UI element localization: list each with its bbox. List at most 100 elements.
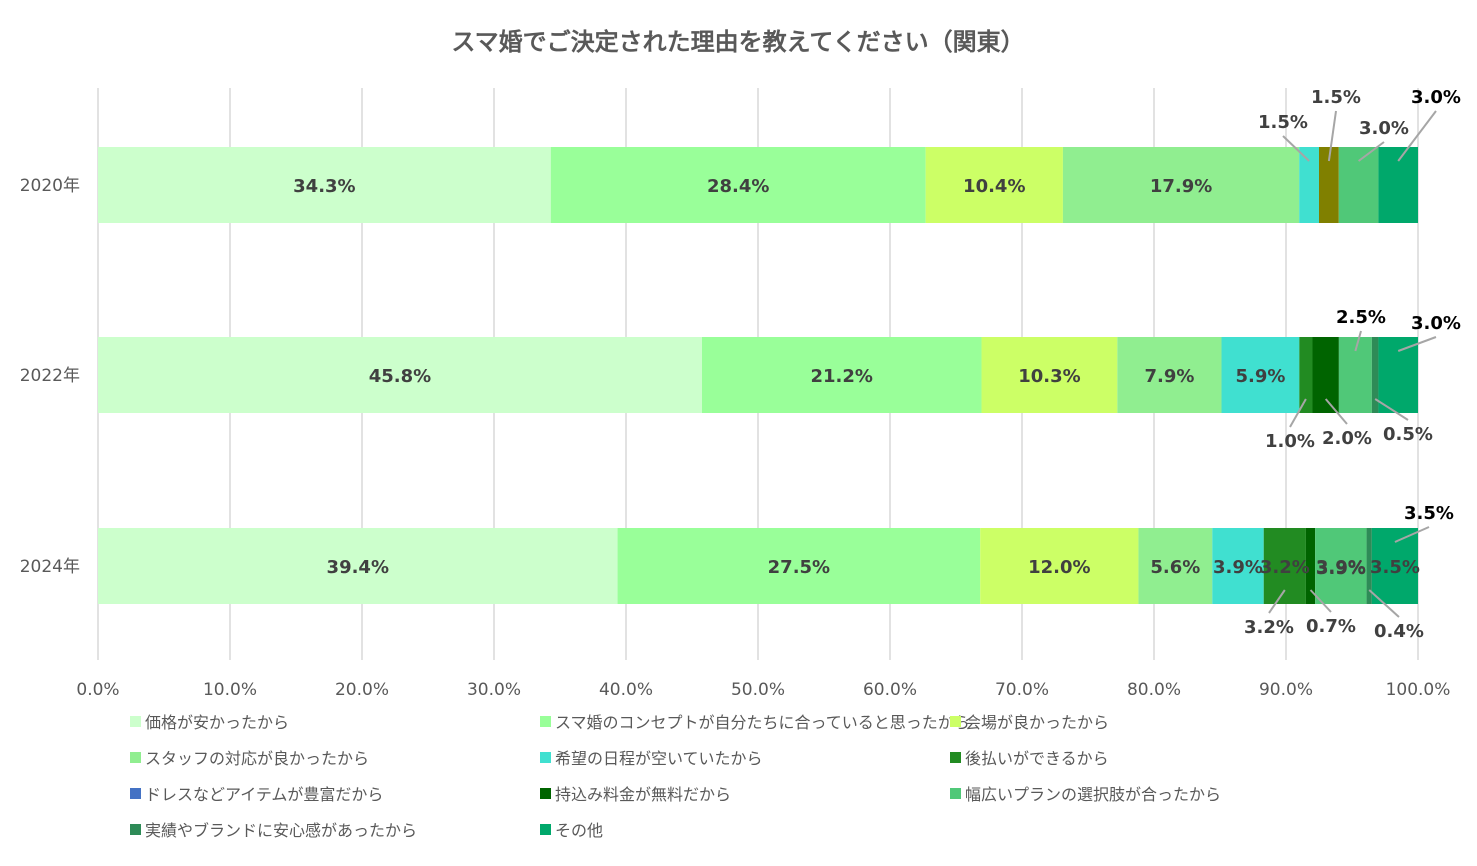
data-label: 3.9%: [1316, 557, 1366, 578]
leader-line: [1374, 398, 1409, 421]
data-label: 1.0%: [1265, 431, 1315, 452]
legend-label: 後払いができるから: [965, 749, 1109, 768]
legend-label: スマ婚のコンセプトが自分たちに合っていると思ったから: [555, 713, 970, 732]
data-label: 34.3%: [293, 176, 355, 197]
leader-line: [1309, 589, 1332, 613]
legend-swatch: [540, 788, 551, 799]
data-label: 2.5%: [1336, 307, 1386, 328]
legend-item: 価格が安かったから: [130, 713, 289, 732]
legend-swatch: [950, 788, 961, 799]
legend-item: 後払いができるから: [950, 749, 1109, 768]
bar-segment: [1305, 528, 1316, 604]
legend-label: 持込み料金が無料だから: [555, 785, 731, 804]
bar-segment: [1312, 337, 1339, 413]
bar-segment: [98, 147, 551, 223]
data-label: 3.9%: [1213, 557, 1263, 578]
x-tick-label: 80.0%: [1127, 680, 1181, 700]
data-labels: 34.3% 28.4% 10.4% 17.9% 45.8% 21.2% 10.3% 7.9% 5…: [293, 87, 1461, 642]
data-label: 0.4%: [1374, 621, 1424, 642]
data-label: 7.9%: [1144, 366, 1194, 387]
legend-item: ドレスなどアイテムが豊富だから: [130, 785, 383, 804]
legend: 価格が安かったから スマ婚のコンセプトが自分たちに合っていると思ったから会場が良か…: [130, 713, 1221, 840]
x-tick-label: 30.0%: [467, 680, 521, 700]
legend-swatch: [130, 716, 141, 727]
bar-segment: [550, 147, 926, 223]
data-label: 39.4%: [327, 557, 389, 578]
bar-segment: [98, 337, 702, 413]
legend-swatch: [540, 824, 551, 835]
data-label: 0.5%: [1383, 424, 1433, 445]
legend-label: 実績やブランドに安心感があったから: [145, 821, 417, 840]
data-label: 3.0%: [1359, 118, 1409, 139]
legend-item: 持込み料金が無料だから: [540, 785, 731, 804]
legend-label: 価格が安かったから: [145, 713, 289, 732]
data-label: 3.5%: [1370, 557, 1420, 578]
leader-line: [1394, 526, 1430, 543]
bar-segment: [98, 528, 618, 604]
data-label: 0.7%: [1306, 616, 1356, 637]
leader-line: [1368, 589, 1400, 618]
y-tick-label: 2024年: [20, 557, 80, 577]
legend-label: スタッフの対応が良かったから: [145, 749, 369, 768]
x-tick-label: 100.0%: [1386, 680, 1451, 700]
bar-segment: [617, 528, 981, 604]
data-label: 5.9%: [1235, 366, 1285, 387]
bar-segment: [1138, 528, 1213, 604]
bar-segment: [1212, 528, 1264, 604]
data-label: 5.6%: [1150, 557, 1200, 578]
bar-segment: [1117, 337, 1222, 413]
legend-swatch: [130, 752, 141, 763]
data-label: 3.0%: [1411, 313, 1461, 334]
x-tick-label: 20.0%: [335, 680, 389, 700]
legend-item: その他: [540, 821, 603, 840]
data-label: 3.5%: [1404, 503, 1454, 524]
chart-title: スマ婚でご決定された理由を教えてください（関東）: [451, 28, 1024, 56]
leader-line: [1289, 398, 1307, 428]
x-tick-label: 60.0%: [863, 680, 917, 700]
bar-segment: [1221, 337, 1300, 413]
leader-line: [1397, 110, 1437, 162]
leader-line: [1358, 141, 1385, 162]
data-label: 3.2%: [1260, 557, 1310, 578]
legend-item: スタッフの対応が良かったから: [130, 749, 369, 768]
legend-swatch: [540, 716, 551, 727]
data-label: 45.8%: [369, 366, 431, 387]
leader-line: [1268, 589, 1286, 614]
leader-lines: [1268, 110, 1437, 618]
y-tick-label: 2022年: [20, 366, 80, 386]
leader-line: [1282, 135, 1310, 162]
legend-label: 幅広いプランの選択肢が合ったから: [965, 785, 1221, 804]
legend-item: スマ婚のコンセプトが自分たちに合っていると思ったから: [540, 713, 970, 732]
data-label: 27.5%: [768, 557, 830, 578]
bars: [98, 147, 1418, 604]
data-label: 3.9%: [1316, 558, 1366, 579]
x-axis-ticks: 0.0% 10.0% 20.0% 30.0% 40.0% 50.0% 60.0% 70.0% 8…: [76, 680, 1450, 700]
legend-swatch: [540, 752, 551, 763]
legend-swatch: [130, 824, 141, 835]
leader-line: [1397, 336, 1437, 352]
bar-segment: [701, 337, 982, 413]
legend-label: 会場が良かったから: [965, 713, 1109, 732]
data-label: 10.4%: [963, 176, 1025, 197]
bar-segment: [1338, 147, 1379, 223]
legend-swatch: [950, 716, 961, 727]
legend-label: ドレスなどアイテムが豊富だから: [145, 785, 383, 804]
data-label: 3.0%: [1411, 87, 1461, 108]
x-tick-label: 50.0%: [731, 680, 785, 700]
data-label: 28.4%: [707, 176, 769, 197]
leader-line: [1354, 330, 1362, 352]
bar-segment: [981, 337, 1118, 413]
x-tick-label: 90.0%: [1259, 680, 1313, 700]
data-label: 1.5%: [1258, 112, 1308, 133]
bar-segment: [1366, 528, 1372, 604]
bar-segment: [1371, 528, 1418, 604]
legend-item: 実績やブランドに安心感があったから: [130, 821, 417, 840]
y-tick-label: 2020年: [20, 176, 80, 196]
legend-item: 希望の日程が空いていたから: [540, 749, 763, 768]
bar-segment: [1378, 337, 1418, 413]
x-tick-label: 70.0%: [995, 680, 1049, 700]
bar-segment: [1299, 147, 1319, 223]
legend-swatch: [950, 752, 961, 763]
data-label: 12.0%: [1028, 557, 1090, 578]
